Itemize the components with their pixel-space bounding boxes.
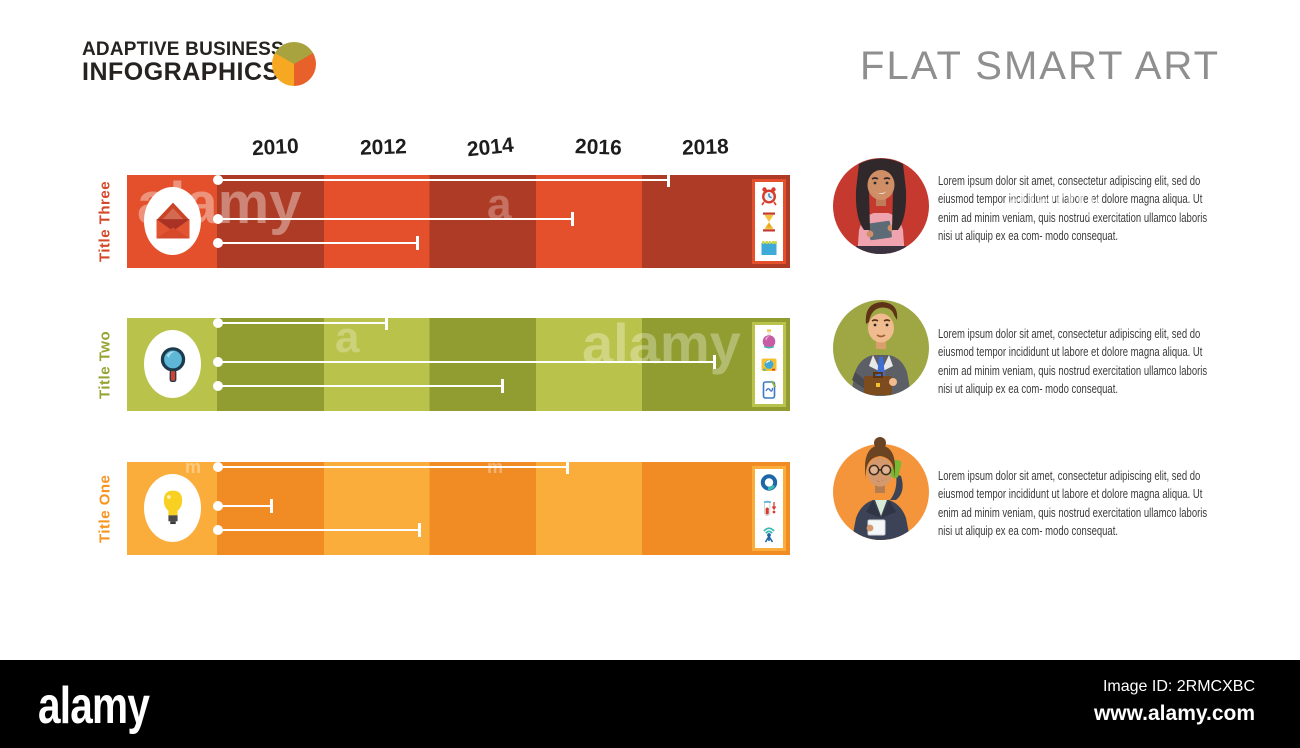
businesswoman-phone-avatar — [833, 437, 929, 540]
camera-device-icon — [761, 358, 777, 371]
row-title-one: Title One — [96, 474, 114, 543]
footer-info: Image ID: 2RMCXBC www.alamy.com — [1094, 678, 1255, 726]
flask-icon — [762, 329, 776, 349]
card-text-3: Lorem ipsum dolor sit amet, consectetur … — [938, 468, 1208, 539]
alamy-url: www.alamy.com — [1093, 702, 1255, 725]
card-text-2: Lorem ipsum dolor sit amet, consectetur … — [938, 326, 1208, 397]
line-shaft — [218, 361, 714, 363]
line-end-cap — [416, 236, 419, 250]
brand-logo-text: ADAPTIVE BUSINESS INFOGRAPHICS — [82, 40, 284, 85]
test-tube-icon — [764, 500, 777, 516]
year-tick-2010: 2010 — [251, 134, 300, 161]
card-text-1: Lorem ipsum dolor sit amet, consectetur … — [938, 173, 1208, 244]
alamy-watermark-fragment: a — [487, 180, 512, 229]
line-shaft — [218, 385, 502, 387]
row-title-two: Title Two — [96, 330, 114, 399]
magnifier-icon — [160, 347, 185, 383]
line-end-cap — [385, 316, 388, 330]
row-title-three: Title Three — [96, 180, 114, 263]
bar-row-title-two: Title Two a alamy — [97, 312, 790, 411]
brand-line2: INFOGRAPHICS — [82, 58, 280, 86]
envelope-icon — [156, 202, 189, 239]
side-icon-box — [752, 466, 786, 551]
bar-row-title-one: Title One m m — [97, 458, 790, 555]
year-tick-2012: 2012 — [359, 135, 408, 160]
alamy-logo: alamy — [38, 677, 150, 735]
image-id: Image ID: 2RMCXBC — [1102, 678, 1255, 695]
line-end-cap — [571, 212, 574, 226]
line-end-cap — [501, 379, 504, 393]
page-title: FLAT SMART ART — [860, 44, 1220, 88]
alamy-watermark: alamy — [582, 312, 741, 375]
hourglass-icon — [763, 212, 775, 231]
year-tick-2014: 2014 — [465, 133, 515, 162]
brand-line1: ADAPTIVE BUSINESS — [82, 39, 284, 60]
light-bulb-badge — [144, 474, 201, 542]
timeline-bar-red: alamy a — [127, 173, 790, 268]
envelope-badge — [144, 187, 201, 255]
side-icon-box — [752, 322, 786, 407]
line-shaft — [218, 466, 567, 468]
light-bulb-icon — [163, 490, 182, 525]
year-tick-2016: 2016 — [574, 135, 623, 160]
line-shaft — [218, 529, 419, 531]
line-shaft — [218, 218, 572, 220]
tablet-stylus-icon — [762, 380, 777, 399]
line-end-cap — [713, 355, 716, 369]
magnifier-badge — [144, 330, 201, 398]
lens-icon — [760, 474, 778, 491]
line-end-cap — [566, 460, 569, 474]
line-end-cap — [418, 523, 421, 537]
line-shaft — [218, 242, 417, 244]
alamy-footer-bar: alamy Image ID: 2RMCXBC www.alamy.com — [0, 660, 1300, 748]
antenna-icon — [763, 527, 775, 543]
businessman-briefcase-avatar — [833, 300, 929, 396]
bar-row-title-three: Title Three alamy a — [97, 173, 790, 268]
line-end-cap — [270, 499, 273, 513]
line-shaft — [218, 179, 668, 181]
alamy-watermark-fragment: m — [185, 457, 202, 477]
year-tick-2018: 2018 — [681, 135, 730, 160]
timeline-bar-orange: m m — [127, 458, 790, 555]
alarm-clock-icon — [761, 187, 777, 206]
line-end-cap — [667, 173, 670, 187]
line-shaft — [218, 322, 386, 324]
line-shaft — [218, 505, 271, 507]
calendar-icon — [761, 240, 778, 255]
timeline-bar-green: a alamy — [127, 312, 790, 411]
side-icon-box — [752, 179, 786, 264]
businesswoman-tablet-avatar — [833, 158, 929, 254]
pie-logo-icon — [272, 42, 316, 86]
